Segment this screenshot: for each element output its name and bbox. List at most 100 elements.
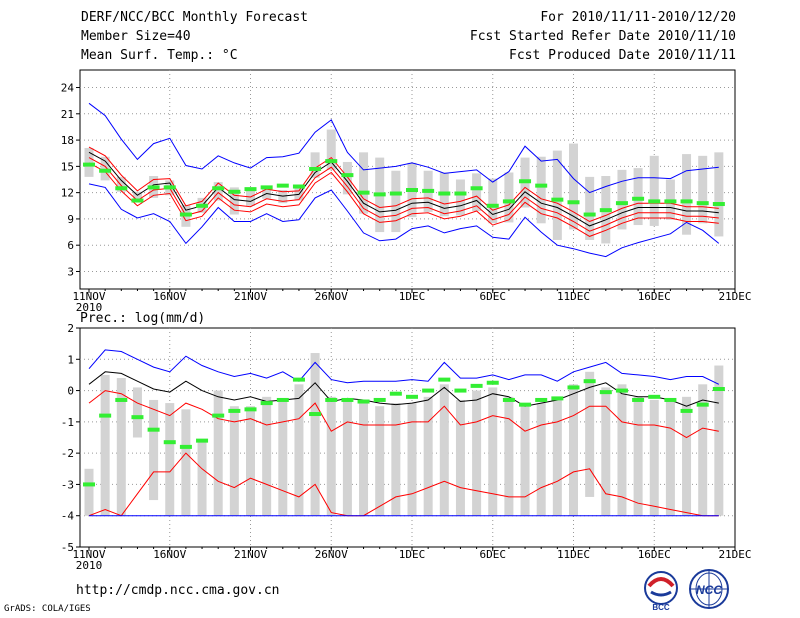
observed-marker: [599, 390, 612, 395]
observed-marker: [163, 440, 176, 445]
ncc-logo: NCC: [689, 569, 729, 609]
y-tick-label: 2: [67, 322, 74, 335]
ncc-logo-text: NCC: [696, 583, 722, 597]
spread-box: [504, 396, 514, 516]
observed-marker: [615, 388, 628, 393]
y-tick-label: 12: [61, 187, 74, 200]
spread-box: [342, 161, 352, 195]
x-tick-label: 11DEC: [557, 548, 590, 561]
spread-box: [246, 406, 255, 516]
observed-marker: [551, 396, 564, 401]
spread-box: [617, 384, 627, 516]
observed-marker: [470, 186, 483, 191]
observed-marker: [115, 397, 128, 402]
spread-box: [375, 406, 385, 516]
spread-box: [472, 390, 482, 516]
observed-marker: [244, 407, 257, 412]
observed-marker: [422, 188, 435, 193]
observed-marker: [583, 212, 596, 217]
observed-marker: [648, 394, 661, 399]
x-tick-label: 1DEC: [399, 548, 426, 561]
spread-box: [100, 374, 110, 516]
spread-box: [132, 387, 142, 438]
spread-box: [617, 169, 627, 230]
observed-marker: [309, 166, 322, 171]
spread-box: [213, 182, 223, 201]
observed-marker: [680, 199, 693, 204]
series-line-lower2: [88, 162, 719, 237]
y-tick-label: 6: [67, 239, 74, 252]
observed-marker: [357, 399, 370, 404]
x-tick-label: 16NOV: [153, 290, 186, 303]
spread-box: [84, 468, 94, 516]
observed-marker: [551, 197, 564, 202]
observed-marker: [244, 187, 257, 192]
spread-box: [536, 156, 546, 224]
spread-box: [181, 409, 191, 516]
series-line-min: [88, 183, 720, 258]
spread-box: [552, 150, 562, 240]
y-tick-label: 3: [67, 265, 74, 278]
observed-marker: [309, 412, 322, 417]
observed-marker: [486, 380, 499, 385]
x-tick-label: 11NOV: [72, 548, 105, 561]
spread-box: [504, 172, 514, 223]
x-tick-label: 16NOV: [153, 548, 186, 561]
x-tick-label: 21DEC: [718, 290, 751, 303]
observed-marker: [196, 438, 209, 443]
spread-box: [326, 129, 336, 170]
series-line-mean: [88, 371, 719, 407]
spread-box: [310, 152, 320, 178]
spread-box: [116, 176, 126, 192]
x-tick-label: 16DEC: [638, 548, 671, 561]
spread-box: [472, 173, 482, 212]
plot-frame: [79, 327, 736, 548]
observed-marker: [357, 190, 370, 195]
observed-marker: [212, 186, 225, 191]
spread-box: [665, 399, 675, 516]
spread-box: [262, 396, 272, 516]
y-tick-label: -4: [61, 510, 75, 523]
observed-marker: [535, 183, 548, 188]
spread-box: [294, 384, 304, 516]
observed-marker: [632, 397, 645, 402]
spread-box: [585, 176, 595, 240]
observed-marker: [99, 413, 112, 418]
observed-marker: [196, 203, 209, 208]
fcst-started-label: Fcst Started Refer Date 2010/11/10: [469, 29, 736, 44]
observed-marker: [632, 196, 645, 201]
observed-marker: [131, 415, 144, 420]
observed-marker: [583, 379, 596, 384]
spread-box: [455, 179, 465, 216]
y-tick-label: 1: [67, 353, 74, 366]
observed-marker: [276, 183, 289, 188]
spread-box: [229, 406, 239, 516]
observed-marker: [131, 198, 144, 203]
observed-marker: [680, 408, 693, 413]
observed-marker: [228, 408, 241, 413]
spread-box: [391, 170, 401, 233]
y-tick-label: -3: [61, 478, 74, 491]
observed-marker: [147, 427, 160, 432]
spread-box: [294, 185, 304, 201]
y-tick-label: -1: [61, 416, 74, 429]
spread-box: [229, 187, 239, 215]
spread-box: [165, 403, 175, 516]
spread-box: [633, 396, 643, 516]
spread-box: [520, 406, 530, 516]
y-tick-label: 21: [61, 108, 74, 121]
observed-marker: [567, 385, 580, 390]
observed-marker: [664, 199, 677, 204]
observed-marker: [567, 200, 580, 205]
observed-marker: [599, 208, 612, 213]
observed-marker: [422, 388, 435, 393]
bcc-logo-text: BCC: [652, 603, 670, 612]
series-line-mean: [88, 151, 719, 227]
observed-marker: [228, 189, 241, 194]
chart-title: DERF/NCC/BCC Monthly Forecast: [81, 10, 308, 25]
x-tick-label: 26NOV: [315, 548, 348, 561]
source-url[interactable]: http://cmdp.ncc.cma.gov.cn: [76, 583, 280, 598]
spread-box: [246, 190, 255, 206]
variable-label: Mean Surf. Temp.: °C: [81, 48, 238, 63]
spread-box: [601, 387, 611, 516]
